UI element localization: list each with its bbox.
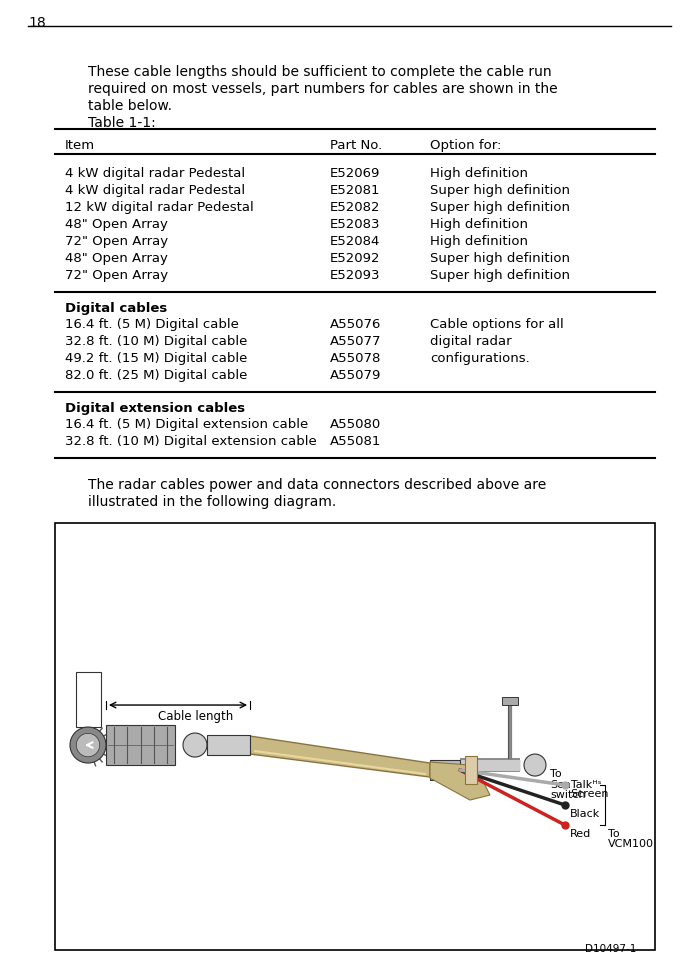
Text: D10497-1: D10497-1 (585, 944, 636, 954)
Text: 16.4 ft. (5 M) Digital extension cable: 16.4 ft. (5 M) Digital extension cable (65, 418, 308, 431)
Text: 49.2 ft. (15 M) Digital cable: 49.2 ft. (15 M) Digital cable (65, 352, 247, 365)
Text: 48" Open Array: 48" Open Array (65, 252, 168, 265)
Bar (55, 523, 655, 950)
Text: To: To (550, 769, 561, 779)
Text: 48" Open Array: 48" Open Array (65, 218, 168, 231)
Text: A55081: A55081 (330, 435, 382, 448)
Bar (76, 672, 101, 727)
Text: Super high definition: Super high definition (430, 201, 570, 214)
Bar (430, 760, 460, 780)
Text: Part No.: Part No. (330, 139, 382, 152)
Text: configurations.: configurations. (430, 352, 530, 365)
Text: High definition: High definition (430, 235, 528, 248)
Text: A55080: A55080 (330, 418, 381, 431)
Text: 72" Open Array: 72" Open Array (65, 269, 168, 282)
Bar (106, 725, 175, 765)
Text: A55076: A55076 (330, 318, 382, 331)
Text: digital radar: digital radar (430, 335, 512, 348)
Circle shape (70, 727, 106, 763)
Text: 32.8 ft. (10 M) Digital cable: 32.8 ft. (10 M) Digital cable (65, 335, 247, 348)
Text: Super high definition: Super high definition (430, 184, 570, 197)
Text: Super high definition: Super high definition (430, 252, 570, 265)
Text: 72" Open Array: 72" Open Array (65, 235, 168, 248)
Text: 82.0 ft. (25 M) Digital cable: 82.0 ft. (25 M) Digital cable (65, 369, 247, 382)
Polygon shape (250, 737, 430, 777)
Circle shape (76, 734, 100, 757)
Text: A55077: A55077 (330, 335, 382, 348)
Text: Cable options for all: Cable options for all (430, 318, 564, 331)
Text: E52069: E52069 (330, 167, 380, 180)
Text: A55078: A55078 (330, 352, 382, 365)
Circle shape (183, 733, 207, 757)
Text: To: To (608, 829, 619, 839)
Text: Digital extension cables: Digital extension cables (65, 402, 245, 415)
Text: switch: switch (550, 790, 586, 800)
Text: Screen: Screen (570, 789, 609, 799)
Bar (502, 697, 518, 705)
Text: 12 kW digital radar Pedestal: 12 kW digital radar Pedestal (65, 201, 254, 214)
Text: Digital cables: Digital cables (65, 302, 167, 315)
Bar (465, 756, 477, 784)
Text: 18: 18 (28, 16, 45, 30)
Text: These cable lengths should be sufficient to complete the cable run: These cable lengths should be sufficient… (88, 65, 552, 79)
Text: Cable length: Cable length (158, 710, 233, 723)
Text: Black: Black (570, 809, 600, 819)
Text: required on most vessels, part numbers for cables are shown in the: required on most vessels, part numbers f… (88, 82, 558, 96)
Text: The radar cables power and data connectors described above are: The radar cables power and data connecto… (88, 478, 546, 492)
Text: illustrated in the following diagram.: illustrated in the following diagram. (88, 495, 336, 509)
Text: High definition: High definition (430, 218, 528, 231)
Text: 4 kW digital radar Pedestal: 4 kW digital radar Pedestal (65, 184, 245, 197)
Text: table below.: table below. (88, 99, 172, 113)
Circle shape (524, 754, 546, 776)
Text: E52093: E52093 (330, 269, 380, 282)
Text: 4 kW digital radar Pedestal: 4 kW digital radar Pedestal (65, 167, 245, 180)
Text: E52083: E52083 (330, 218, 380, 231)
Text: E52081: E52081 (330, 184, 380, 197)
Text: Super high definition: Super high definition (430, 269, 570, 282)
Bar (207, 735, 250, 755)
Text: E52092: E52092 (330, 252, 380, 265)
Text: A55079: A55079 (330, 369, 382, 382)
Text: Table 1-1:: Table 1-1: (88, 116, 156, 130)
Text: E52082: E52082 (330, 201, 380, 214)
Text: VCM100: VCM100 (608, 839, 654, 849)
Text: SeaTalkᴴˢ: SeaTalkᴴˢ (550, 780, 602, 790)
Text: 32.8 ft. (10 M) Digital extension cable: 32.8 ft. (10 M) Digital extension cable (65, 435, 317, 448)
Text: Item: Item (65, 139, 95, 152)
Polygon shape (430, 762, 490, 800)
Text: Red: Red (570, 829, 591, 839)
Text: High definition: High definition (430, 167, 528, 180)
Text: E52084: E52084 (330, 235, 380, 248)
Text: 16.4 ft. (5 M) Digital cable: 16.4 ft. (5 M) Digital cable (65, 318, 239, 331)
Text: Option for:: Option for: (430, 139, 501, 152)
